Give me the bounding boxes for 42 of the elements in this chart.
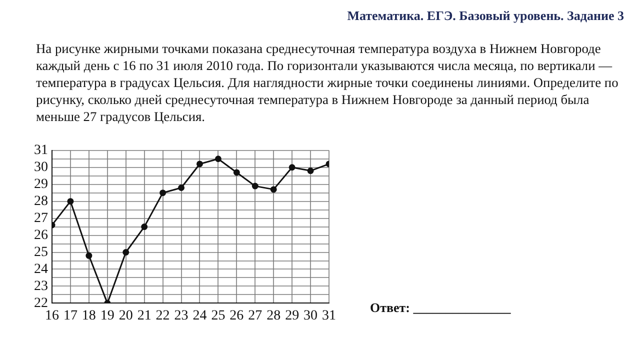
point [307,168,314,174]
point [86,252,92,259]
point [270,186,277,193]
x-tick-label: 26 [230,308,244,324]
x-tick-label: 29 [285,308,300,324]
point [214,156,222,162]
chart-subtitle: На рисунке жирными точками показана среднесуточная температура воздуха в Нижнем Новгороде каждый день с 16 по 31 июля 2010 года. По горизонтали указываются числа месяца, по вертикали — температура в градусах Цельсия. Для наглядности жирные точки соединены линиями. Определите по рисунку, сколько дней среднесуточная температура в Нижнем Новгороде за данный период была меньше 27 градусов Цельсия. [36,40,620,125]
y-tick-label: 26 [34,228,48,243]
y-tick-label: 22 [34,296,48,311]
y-tick-label: 29 [34,177,48,192]
y-tick-label: 28 [34,194,48,210]
point [252,182,258,190]
text: Ответ: _______________ [370,300,511,316]
x-tick-label: 27 [248,308,262,324]
y-tick-label: 25 [34,244,48,260]
x-tick-label: 23 [174,308,188,324]
y-tick-label: 30 [34,160,48,176]
y-tick-label: 24 [34,262,48,277]
point [160,190,166,196]
text: Математика. ЕГЭ. Базовый уровень. Задание 3 [347,8,624,24]
x-tick-label: 16 [45,308,59,324]
point [288,164,296,171]
y-tick-label: 27 [34,210,48,226]
y-tick-label: 23 [34,278,48,294]
x-tick-label: 18 [82,308,96,324]
point [196,160,203,168]
x-tick-label: 17 [63,308,78,324]
x-tick-label: 28 [266,308,281,324]
x-tick-label: 19 [100,308,114,324]
point [67,198,74,205]
point [233,169,240,176]
x-tick-label: 24 [192,308,207,324]
x-tick-label: 25 [211,308,226,324]
x-tick-label: 31 [322,308,336,324]
x-tick-label: 21 [137,308,152,324]
x-tick-label: 22 [156,308,170,324]
point [122,249,130,256]
point [178,184,185,191]
y-tick-label: 31 [34,143,48,158]
point [141,224,148,230]
x-tick-label: 30 [304,308,318,324]
x-tick-label: 20 [118,308,133,324]
